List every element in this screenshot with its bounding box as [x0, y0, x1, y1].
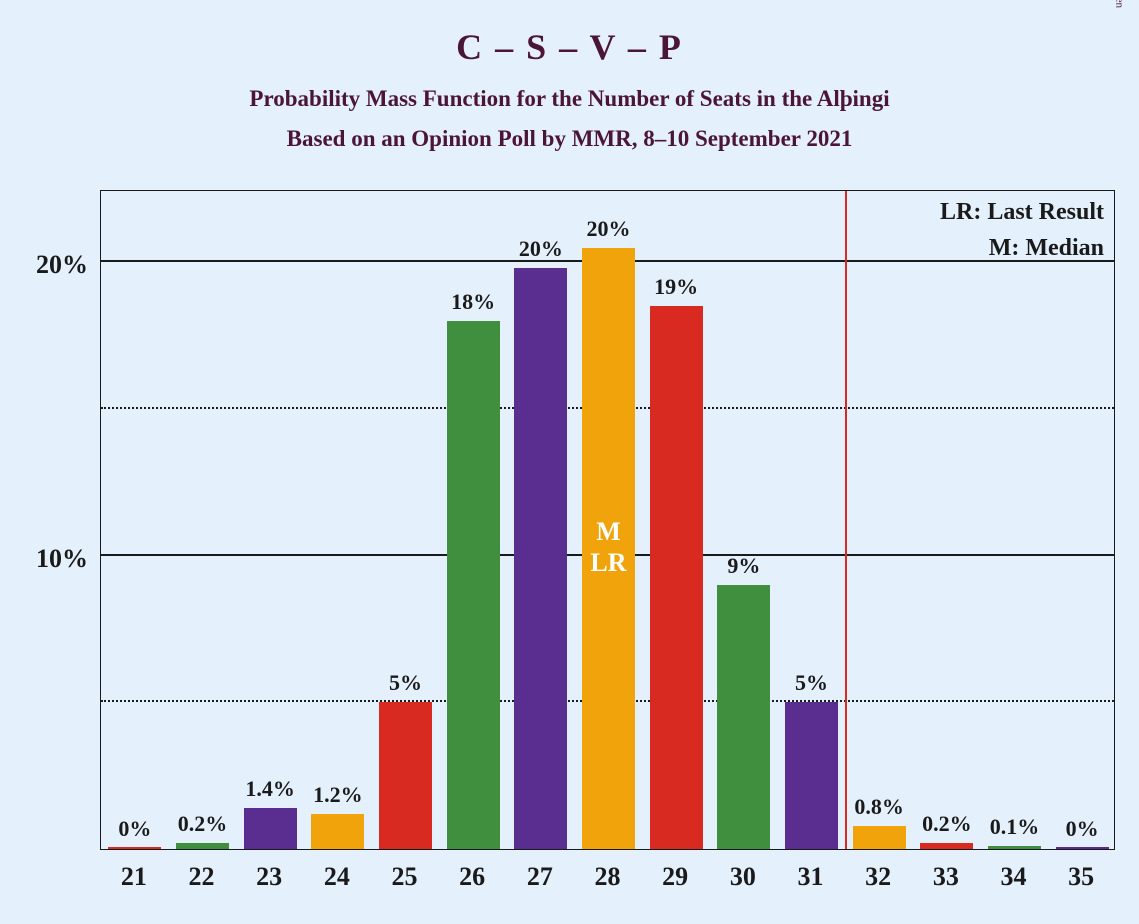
- y-tick-label: 10%: [36, 544, 88, 574]
- bar-value-label: 9%: [710, 553, 778, 579]
- last-result-marker-line: [845, 191, 847, 849]
- median-m: M: [575, 516, 643, 547]
- bar-value-label: 0.8%: [845, 794, 913, 820]
- x-tick-label: 25: [371, 862, 439, 892]
- legend-m: M: Median: [989, 235, 1104, 262]
- bar: [379, 702, 432, 849]
- bar-value-label: 1.2%: [304, 782, 372, 808]
- chart-subtitle-1: Probability Mass Function for the Number…: [0, 86, 1139, 112]
- bar-value-label: 5%: [778, 670, 846, 696]
- x-tick-label: 32: [844, 862, 912, 892]
- copyright-text: © 2021 Filip van Laenen: [1113, 0, 1125, 8]
- bar-value-label: 19%: [642, 274, 710, 300]
- x-tick-label: 24: [303, 862, 371, 892]
- bar: [650, 306, 703, 849]
- bar-value-label: 0%: [1048, 816, 1116, 842]
- chart-subtitle-2: Based on an Opinion Poll by MMR, 8–10 Se…: [0, 126, 1139, 152]
- bar-value-label: 18%: [439, 289, 507, 315]
- bar: [108, 847, 161, 849]
- x-tick-label: 29: [641, 862, 709, 892]
- x-tick-label: 28: [574, 862, 642, 892]
- bar-value-label: 0.2%: [169, 811, 237, 837]
- bar: [244, 808, 297, 849]
- x-tick-label: 26: [438, 862, 506, 892]
- legend-lr: LR: Last Result: [940, 199, 1104, 226]
- x-tick-label: 34: [980, 862, 1048, 892]
- y-tick-label: 20%: [36, 250, 88, 280]
- x-tick-label: 33: [912, 862, 980, 892]
- x-tick-label: 35: [1047, 862, 1115, 892]
- bar-value-label: 20%: [575, 216, 643, 242]
- x-tick-label: 22: [168, 862, 236, 892]
- median-marker-label: MLR: [575, 516, 643, 578]
- bar: [447, 321, 500, 849]
- bar: [1056, 847, 1109, 849]
- bar: [176, 843, 229, 849]
- median-lr: LR: [575, 547, 643, 578]
- bar: [920, 843, 973, 849]
- bar: [785, 702, 838, 849]
- chart-title: C – S – V – P: [0, 0, 1139, 68]
- bar: [514, 268, 567, 849]
- bar: [717, 585, 770, 849]
- bar: [988, 846, 1041, 849]
- x-tick-label: 27: [506, 862, 574, 892]
- bar-value-label: 5%: [372, 670, 440, 696]
- bar: [311, 814, 364, 849]
- x-tick-label: 23: [235, 862, 303, 892]
- x-tick-label: 30: [709, 862, 777, 892]
- bar-value-label: 0%: [101, 816, 169, 842]
- bar-value-label: 20%: [507, 236, 575, 262]
- bar-value-label: 0.2%: [913, 811, 981, 837]
- bar: [853, 826, 906, 849]
- x-tick-label: 31: [777, 862, 845, 892]
- bar-value-label: 1.4%: [236, 776, 304, 802]
- chart-plot-area: 0%0.2%1.4%1.2%5%18%20%20%MLR19%9%5%0.8%0…: [100, 190, 1115, 850]
- x-tick-label: 21: [100, 862, 168, 892]
- bar-value-label: 0.1%: [981, 814, 1049, 840]
